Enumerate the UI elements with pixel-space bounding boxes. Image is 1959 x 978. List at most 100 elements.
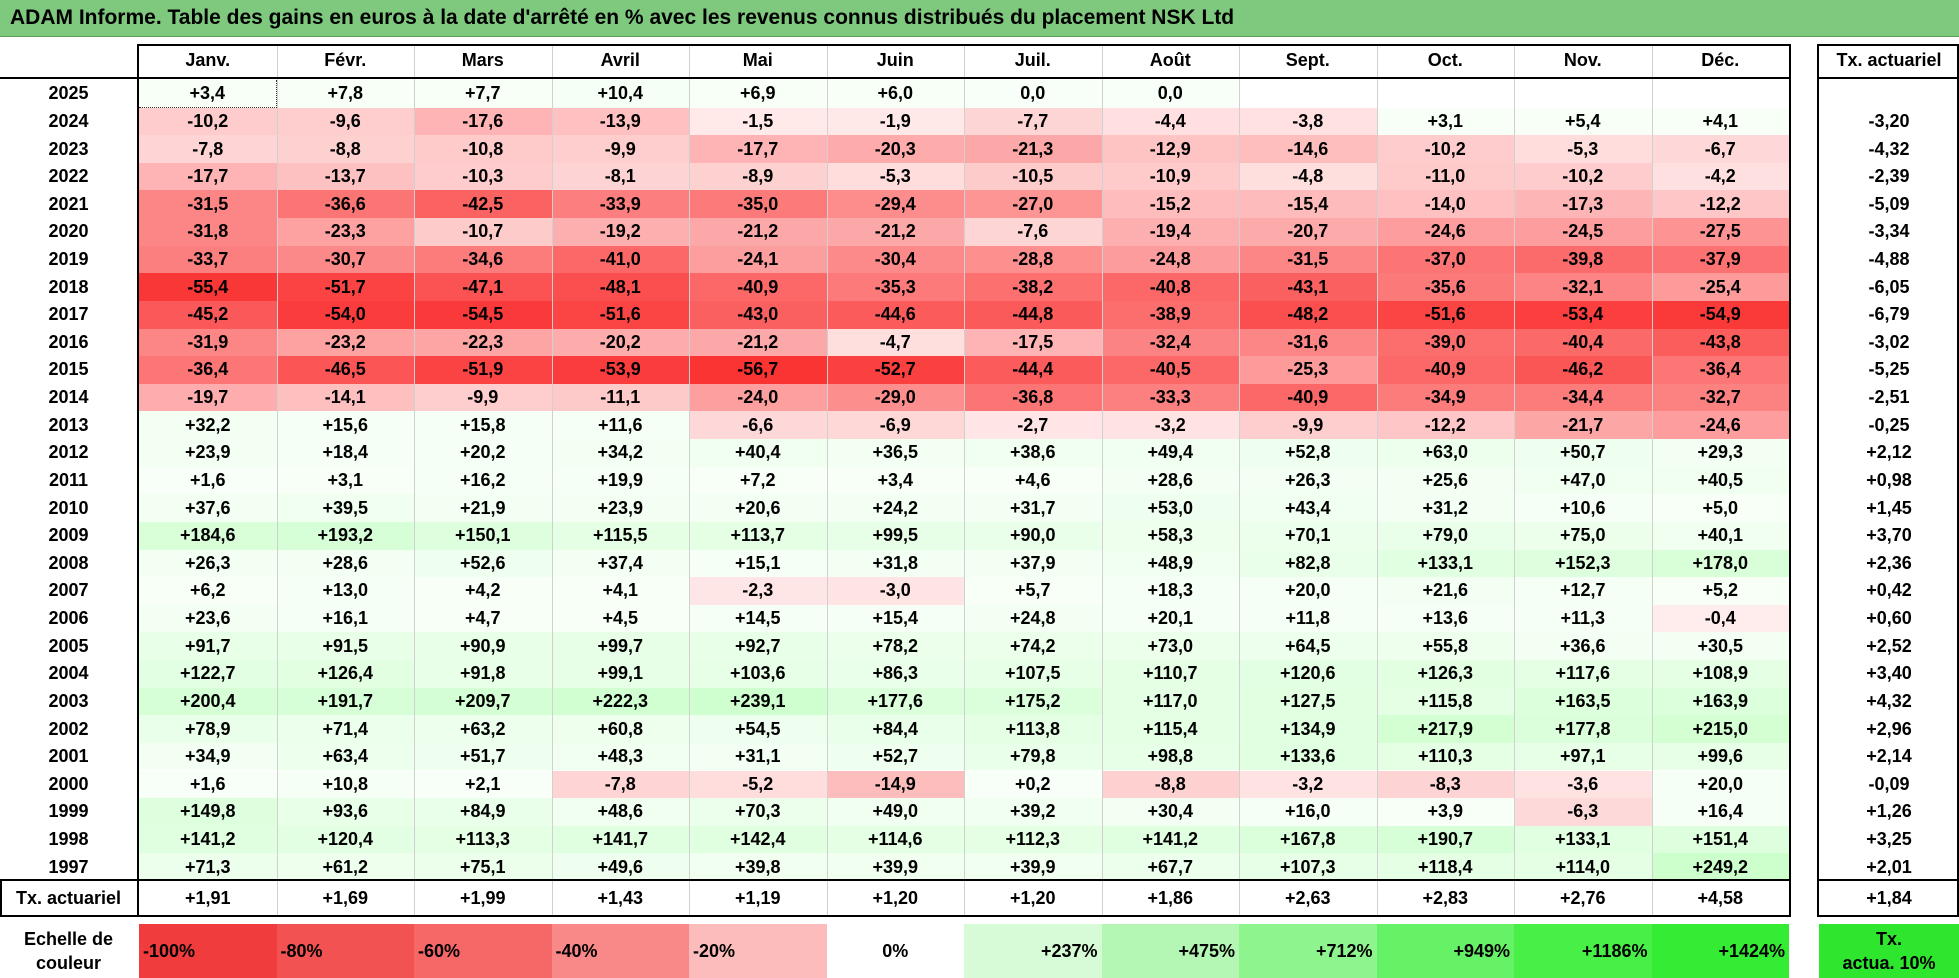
grid-line bbox=[826, 44, 828, 915]
table-cell: -8,9 bbox=[689, 162, 827, 191]
year-label: 2008 bbox=[48, 552, 89, 573]
table-cell: +117,6 bbox=[1514, 660, 1652, 688]
table-cell: -35,3 bbox=[826, 273, 964, 301]
table-cell: +14,5 bbox=[689, 604, 827, 633]
table-cell: +141,2 bbox=[139, 825, 277, 854]
table-cell: -12,9 bbox=[1101, 135, 1239, 163]
table-cell: -10,2 bbox=[1376, 135, 1514, 163]
year-label: 2009 bbox=[48, 525, 89, 546]
border-line bbox=[1789, 44, 1791, 917]
table-cell: -54,5 bbox=[414, 300, 552, 329]
table-cell: +39,2 bbox=[964, 798, 1102, 826]
table-cell: +163,5 bbox=[1514, 687, 1652, 716]
year-label: 2001 bbox=[48, 746, 89, 767]
footer-cell: +1,99 bbox=[459, 887, 506, 908]
table-cell bbox=[1376, 80, 1514, 108]
rate-cell: -4,88 bbox=[1868, 249, 1910, 270]
table-cell: +249,2 bbox=[1651, 853, 1789, 881]
rate-column-header: Tx. actuariel bbox=[1836, 50, 1942, 70]
year-label: 2020 bbox=[48, 221, 89, 242]
table-cell: -24,6 bbox=[1376, 218, 1514, 246]
table-cell: +48,3 bbox=[551, 742, 689, 771]
table-cell: -41,0 bbox=[551, 245, 689, 274]
table-cell: -29,4 bbox=[826, 190, 964, 219]
grid-line bbox=[1514, 44, 1515, 915]
table-cell: -10,8 bbox=[414, 135, 552, 163]
table-cell: +150,1 bbox=[414, 521, 552, 550]
table-cell: -43,8 bbox=[1651, 328, 1789, 357]
table-cell: -47,1 bbox=[414, 273, 552, 301]
table-cell: +114,0 bbox=[1514, 853, 1652, 881]
footer-cell: +2,83 bbox=[1422, 887, 1469, 908]
table-cell: +21,6 bbox=[1376, 577, 1514, 605]
column-header: Juin bbox=[876, 50, 914, 70]
table-cell: -48,1 bbox=[551, 273, 689, 301]
table-cell: -48,2 bbox=[1239, 300, 1377, 329]
table-cell: +20,1 bbox=[1101, 604, 1239, 633]
table-cell: -7,6 bbox=[964, 218, 1102, 246]
table-cell: +175,2 bbox=[964, 687, 1102, 716]
table-cell: -55,4 bbox=[139, 273, 277, 301]
table-cell: -24,0 bbox=[689, 383, 827, 412]
rate-cell: -2,51 bbox=[1868, 387, 1910, 408]
table-cell: -21,2 bbox=[826, 218, 964, 246]
table-cell: +37,4 bbox=[551, 549, 689, 578]
year-label: 2015 bbox=[48, 359, 89, 380]
table-cell: -10,3 bbox=[414, 162, 552, 191]
rate-cell: +3,70 bbox=[1866, 525, 1912, 546]
border-line bbox=[1819, 915, 1959, 917]
table-cell: -44,6 bbox=[826, 300, 964, 329]
table-cell: +99,7 bbox=[551, 632, 689, 660]
rate-cell: +0,42 bbox=[1866, 580, 1912, 601]
table-cell: -22,3 bbox=[414, 328, 552, 357]
table-cell: +103,6 bbox=[689, 660, 827, 688]
table-cell: -13,9 bbox=[551, 107, 689, 136]
table-cell: +75,1 bbox=[414, 853, 552, 881]
table-cell: +209,7 bbox=[414, 687, 552, 716]
table-cell: +178,0 bbox=[1651, 549, 1789, 578]
grid-line bbox=[1101, 44, 1103, 915]
border-line bbox=[0, 879, 2, 917]
table-cell: +18,3 bbox=[1101, 577, 1239, 605]
table-cell: +4,1 bbox=[551, 577, 689, 605]
table-cell: -10,2 bbox=[139, 107, 277, 136]
table-cell: +15,4 bbox=[826, 604, 964, 633]
rate-cell: -0,09 bbox=[1868, 773, 1910, 794]
table-cell: -0,4 bbox=[1651, 604, 1789, 633]
column-header: Janv. bbox=[185, 50, 231, 70]
table-cell: -37,9 bbox=[1651, 245, 1789, 274]
table-cell: +84,9 bbox=[414, 798, 552, 826]
table-cell: -11,1 bbox=[551, 383, 689, 412]
column-header: Mai bbox=[742, 50, 773, 70]
table-cell: +15,1 bbox=[689, 549, 827, 578]
table-cell: +108,9 bbox=[1651, 660, 1789, 688]
table-cell: +31,7 bbox=[964, 494, 1102, 522]
table-cell: +78,2 bbox=[826, 632, 964, 660]
table-cell: +163,9 bbox=[1651, 687, 1789, 716]
table-cell: -25,3 bbox=[1239, 356, 1377, 384]
table-cell: -40,9 bbox=[1239, 383, 1377, 412]
table-cell: +11,8 bbox=[1239, 604, 1377, 633]
rate-legend-swatch: Tx. actua. 10% bbox=[1819, 924, 1959, 978]
table-cell: -34,4 bbox=[1514, 383, 1652, 412]
footer-cell: +1,86 bbox=[1147, 887, 1194, 908]
table-cell: +70,1 bbox=[1239, 521, 1377, 550]
table-cell: 0,0 bbox=[1101, 80, 1239, 108]
table-cell: -9,9 bbox=[551, 135, 689, 163]
table-cell: +19,9 bbox=[551, 466, 689, 495]
table-cell: -8,8 bbox=[276, 135, 414, 163]
year-label: 2013 bbox=[48, 414, 89, 435]
grid-line bbox=[689, 44, 690, 915]
grid-line bbox=[1651, 44, 1653, 915]
table-cell: -7,8 bbox=[551, 770, 689, 799]
table-cell: -52,7 bbox=[826, 356, 964, 384]
table-cell: -13,7 bbox=[276, 162, 414, 191]
table-cell: -35,6 bbox=[1376, 273, 1514, 301]
footer-cell: +1,91 bbox=[184, 887, 231, 908]
rate-cell: +1,26 bbox=[1866, 801, 1912, 822]
border-line bbox=[0, 915, 1789, 917]
table-cell: +99,6 bbox=[1651, 742, 1789, 771]
table-cell: -53,9 bbox=[551, 356, 689, 384]
table-cell: +112,3 bbox=[964, 825, 1102, 854]
table-cell: +3,9 bbox=[1376, 798, 1514, 826]
